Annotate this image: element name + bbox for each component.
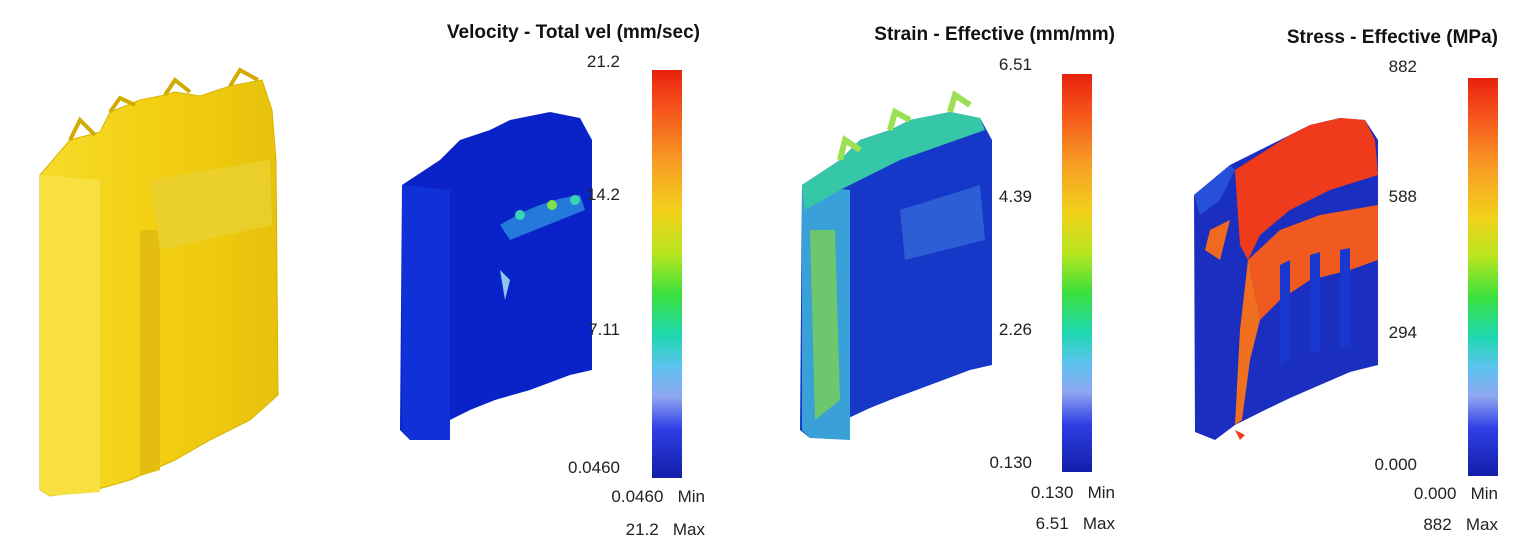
stress-max-label: Max	[1465, 515, 1498, 534]
velocity-tick-min: 0.0460	[568, 458, 620, 477]
velocity-tick-max: 21.2	[586, 52, 620, 71]
strain-min-value: 0.130	[1030, 483, 1074, 502]
velocity-contour-model	[400, 112, 592, 440]
strain-contour-model	[800, 90, 992, 440]
strain-max-label: Max	[1082, 514, 1115, 533]
velocity-min-value: 0.0460	[611, 487, 664, 506]
strain-legend-title: Strain - Effective (mm/mm)	[874, 24, 1115, 45]
velocity-tick-2: 14.2	[586, 185, 620, 204]
stress-min-row: 0.000 Min	[1414, 484, 1498, 504]
strain-min-label: Min	[1087, 483, 1115, 502]
gear-segment-geometry	[39, 67, 279, 497]
stress-legend-title: Stress - Effective (MPa)	[1286, 27, 1498, 48]
strain-tick-2: 4.39	[998, 187, 1032, 206]
stress-color-scale	[1468, 78, 1498, 476]
velocity-max-row: 21.2 Max	[626, 520, 705, 540]
stress-panel: Stress - Effective (MPa) 882 588 294 0.0…	[1180, 0, 1510, 551]
strain-tick-min: 0.130	[989, 453, 1032, 472]
velocity-min-row: 0.0460 Min	[611, 487, 705, 507]
stress-tick-2: 588	[1388, 187, 1417, 206]
stress-max-value: 882	[1423, 515, 1452, 534]
velocity-max-label: Max	[672, 520, 705, 539]
stress-max-row: 882 Max	[1423, 515, 1498, 535]
strain-min-row: 0.130 Min	[1031, 483, 1115, 503]
strain-tick-3: 2.26	[998, 320, 1032, 339]
velocity-legend-title: Velocity - Total vel (mm/sec)	[446, 22, 700, 43]
stress-tick-3: 294	[1388, 323, 1417, 342]
stress-contour-model	[1194, 118, 1378, 440]
strain-max-row: 6.51 Max	[1036, 514, 1115, 534]
velocity-color-scale	[652, 70, 682, 478]
strain-max-value: 6.51	[1035, 514, 1069, 533]
stress-min-value: 0.000	[1413, 484, 1457, 503]
velocity-tick-3: 7.11	[588, 320, 620, 339]
velocity-max-value: 21.2	[625, 520, 659, 539]
geometry-panel	[0, 0, 300, 551]
stress-tick-max: 882	[1388, 57, 1417, 76]
velocity-min-label: Min	[677, 487, 705, 506]
stress-tick-min: 0.000	[1374, 455, 1417, 474]
velocity-panel: Velocity - Total vel (mm/sec) 21.2 14.2 …	[380, 0, 720, 551]
strain-tick-max: 6.51	[998, 55, 1032, 74]
strain-panel: Strain - Effective (mm/mm) 6.51 4.39 2.2…	[780, 0, 1125, 551]
stress-min-label: Min	[1470, 484, 1498, 503]
strain-color-scale	[1062, 74, 1092, 472]
